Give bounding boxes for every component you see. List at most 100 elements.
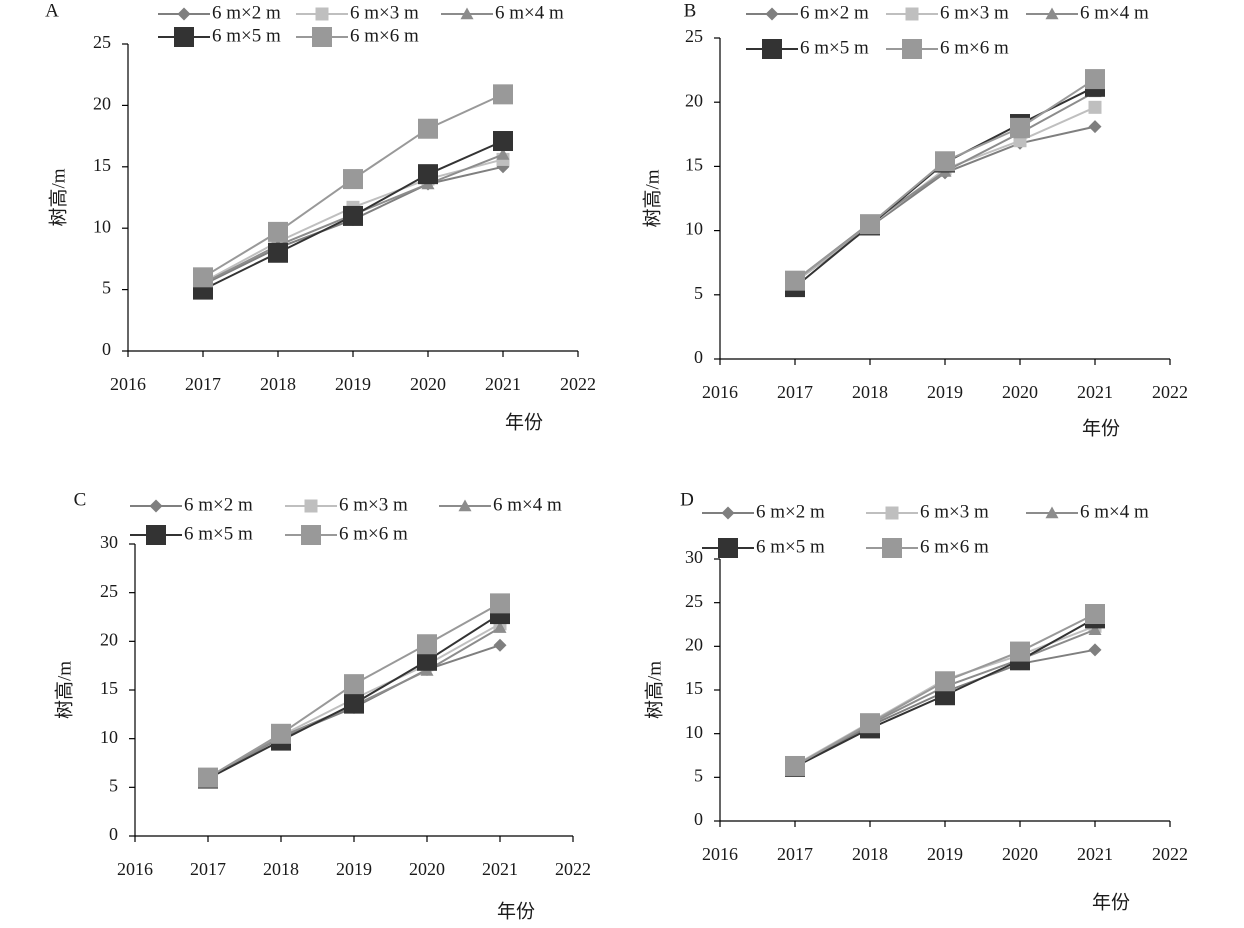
data-point [268, 242, 288, 263]
x-tick-label: 2016 [110, 374, 146, 394]
legend-item: 6 m×4 m [441, 2, 564, 23]
x-tick-label: 2022 [560, 374, 596, 394]
x-tick-label: 2017 [190, 859, 226, 879]
legend-item: 6 m×4 m [439, 494, 562, 515]
legend-item: 6 m×6 m [866, 536, 989, 558]
data-point [935, 671, 955, 692]
legend-marker [721, 506, 735, 520]
legend-item: 6 m×2 m [158, 2, 281, 23]
y-tick-label: 20 [685, 634, 703, 654]
legend-label: 6 m×5 m [800, 37, 869, 58]
y-tick-label: 25 [93, 32, 111, 52]
legend-label: 6 m×2 m [184, 494, 253, 515]
y-tick-label: 5 [694, 765, 703, 785]
x-tick-label: 2021 [485, 374, 521, 394]
x-axis-label: 年份 [1082, 417, 1120, 439]
legend: 6 m×2 m 6 m×3 m 6 m×4 m 6 m×5 m 6 m×6 m [746, 2, 1149, 59]
series-4 [193, 131, 513, 300]
legend-label: 6 m×6 m [940, 37, 1009, 58]
x-tick-label: 2018 [260, 374, 296, 394]
data-point [785, 270, 805, 291]
series-5 [785, 69, 1105, 291]
y-tick-label: 0 [102, 339, 111, 359]
series-3 [788, 85, 1102, 286]
y-axis-label: 树高/m [53, 661, 75, 719]
x-tick-label: 2021 [1077, 382, 1113, 402]
y-tick-label: 10 [100, 727, 118, 747]
legend-label: 6 m×4 m [1080, 501, 1149, 522]
chart-panel-b: B 0 5 10 15 20 25 2016 2017 2018 2019 2020 2021 2022 树… [641, 0, 1188, 439]
y-tick-label: 0 [694, 347, 703, 367]
y-tick-label: 30 [685, 547, 703, 567]
legend-item: 6 m×3 m [866, 501, 989, 522]
legend-item: 6 m×5 m [158, 25, 281, 47]
legend-marker [460, 7, 474, 20]
data-point [1088, 120, 1102, 134]
y-tick-label: 10 [685, 722, 703, 742]
legend-label: 6 m×6 m [920, 536, 989, 557]
legend-label: 6 m×2 m [212, 2, 281, 23]
legend-marker [149, 499, 163, 513]
x-tick-label: 2021 [1077, 844, 1113, 864]
data-point [417, 650, 437, 671]
legend-marker [458, 499, 472, 512]
series-line [794, 91, 1096, 282]
legend-item: 6 m×6 m [285, 523, 408, 545]
series-line [794, 125, 1096, 283]
legend-label: 6 m×6 m [339, 523, 408, 544]
y-tick-label: 0 [694, 809, 703, 829]
series-4 [198, 604, 510, 789]
legend-marker [765, 7, 779, 21]
x-tick-label: 2020 [1002, 844, 1038, 864]
y-tick-label: 15 [685, 678, 703, 698]
legend-label: 6 m×6 m [350, 25, 419, 46]
chart-panel-c: C 0 5 10 15 20 25 30 2016 2017 2018 2019 2020 2021 202… [53, 489, 591, 922]
x-tick-label: 2019 [336, 859, 372, 879]
legend-marker [312, 27, 332, 47]
chart-panel-a: A 0 5 10 15 20 25 2016 2017 2018 2019 2020 2021 2022 树… [45, 0, 596, 433]
legend-item: 6 m×3 m [296, 2, 419, 23]
data-point [417, 634, 437, 655]
y-tick-label: 30 [100, 532, 118, 552]
legend-marker [762, 39, 782, 59]
legend-label: 6 m×2 m [800, 2, 869, 23]
y-tick-label: 20 [100, 629, 118, 649]
x-tick-label: 2016 [117, 859, 153, 879]
legend-marker [146, 525, 166, 545]
data-point [418, 164, 438, 185]
data-point [198, 767, 218, 788]
legend-marker [1045, 506, 1059, 519]
legend-item: 6 m×5 m [746, 37, 869, 59]
x-tick-label: 2022 [1152, 844, 1188, 864]
legend-item: 6 m×4 m [1026, 2, 1149, 23]
x-tick-label: 2020 [1002, 382, 1038, 402]
y-tick-label: 25 [685, 591, 703, 611]
data-point [343, 205, 363, 226]
x-tick-label: 2018 [852, 382, 888, 402]
legend-label: 6 m×5 m [212, 25, 281, 46]
y-axis-label: 树高/m [47, 168, 69, 226]
y-tick-label: 10 [685, 219, 703, 239]
legend-label: 6 m×5 m [756, 536, 825, 557]
legend-item: 6 m×3 m [285, 494, 408, 515]
x-tick-label: 2016 [702, 382, 738, 402]
legend-label: 6 m×3 m [350, 2, 419, 23]
legend-marker [174, 27, 194, 47]
legend-label: 6 m×2 m [756, 501, 825, 522]
y-tick-label: 5 [102, 278, 111, 298]
data-point [493, 638, 507, 652]
legend-label: 6 m×4 m [493, 494, 562, 515]
data-point [493, 131, 513, 152]
x-axis-label: 年份 [505, 411, 543, 433]
x-axis-label: 年份 [497, 900, 535, 922]
x-tick-label: 2020 [410, 374, 446, 394]
legend: 6 m×2 m 6 m×3 m 6 m×4 m 6 m×5 m 6 m×6 m [130, 494, 562, 545]
x-tick-label: 2019 [927, 844, 963, 864]
x-tick-label: 2016 [702, 844, 738, 864]
x-tick-label: 2019 [927, 382, 963, 402]
y-tick-label: 15 [100, 678, 118, 698]
x-tick-label: 2017 [777, 844, 813, 864]
data-point [785, 755, 805, 776]
series-2 [788, 100, 1102, 289]
panel-label: D [680, 489, 694, 510]
